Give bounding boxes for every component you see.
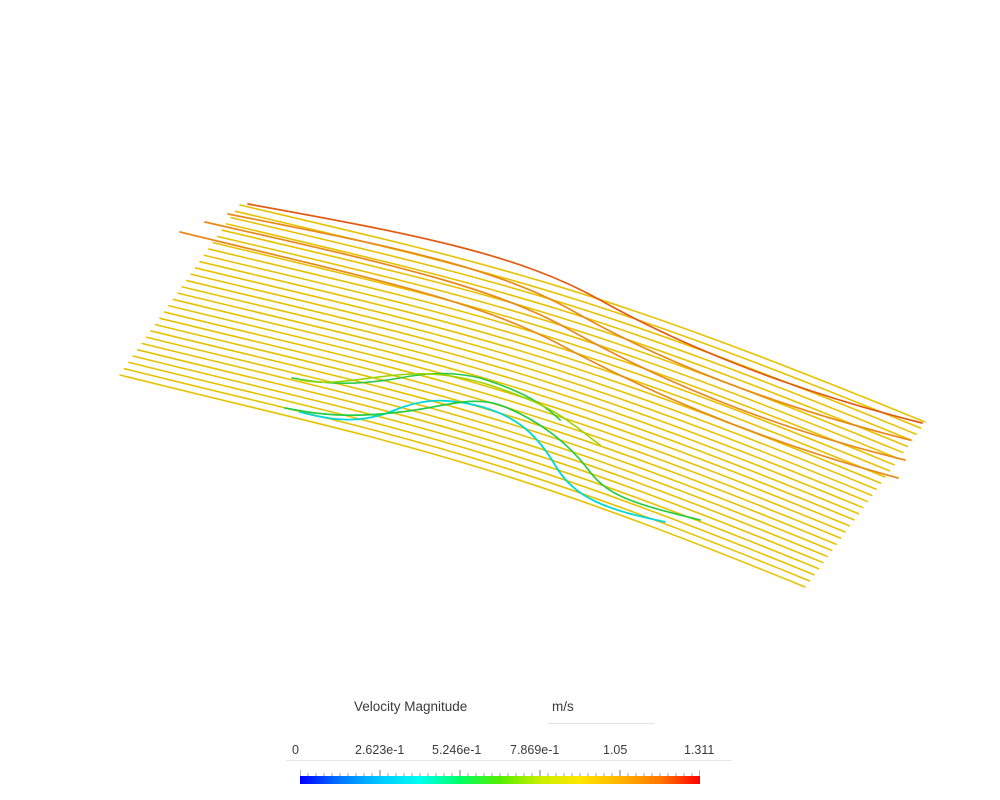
streamline-fast xyxy=(227,213,911,441)
colorbar-gradient xyxy=(300,776,700,784)
streamline xyxy=(212,241,900,460)
streamline xyxy=(168,304,855,521)
streamline xyxy=(181,286,869,503)
tick-label-2: 5.246e-1 xyxy=(432,743,482,757)
streamline xyxy=(225,223,913,442)
tick-label-3: 7.869e-1 xyxy=(510,743,560,757)
streamline xyxy=(216,235,904,454)
streamline xyxy=(163,311,851,527)
streamline xyxy=(199,260,886,478)
streamline xyxy=(159,317,846,533)
streamline xyxy=(128,361,815,576)
streamline-slow xyxy=(299,399,666,523)
streamline-plot xyxy=(119,203,926,588)
streamline xyxy=(136,349,824,564)
streamline xyxy=(123,367,811,582)
tick-label-1: 2.623e-1 xyxy=(355,743,405,757)
streamline-fast xyxy=(247,203,923,424)
streamline xyxy=(208,248,895,466)
streamline-slow xyxy=(291,372,561,421)
legend-divider xyxy=(548,723,654,724)
legend-units: m/s xyxy=(552,699,574,714)
legend-title: Velocity Magnitude xyxy=(354,699,468,714)
streamline xyxy=(141,342,829,558)
streamline xyxy=(190,273,877,491)
streamline xyxy=(185,279,873,497)
streamline xyxy=(239,204,926,423)
streamline xyxy=(145,336,833,552)
color-legend: Velocity Magnitude m/s 0 2.623e-1 5.246e… xyxy=(0,680,1000,800)
streamline xyxy=(119,374,806,588)
streamline-fast xyxy=(179,231,899,479)
streamline xyxy=(150,330,837,546)
tick-divider xyxy=(286,760,732,761)
streamline-slow xyxy=(299,373,601,446)
colorbar-ticks xyxy=(300,770,700,776)
streamline xyxy=(203,254,891,472)
streamline xyxy=(172,298,860,515)
streamline-slow xyxy=(284,400,701,521)
tick-label-4: 1.05 xyxy=(603,743,628,757)
streamline xyxy=(221,229,909,448)
tick-label-5: 1.311 xyxy=(684,743,715,757)
tick-label-0: 0 xyxy=(292,743,299,757)
colorbar xyxy=(300,770,700,784)
streamline-fast xyxy=(204,221,906,461)
3d-viewport[interactable] xyxy=(0,0,1000,680)
streamline xyxy=(176,292,864,509)
